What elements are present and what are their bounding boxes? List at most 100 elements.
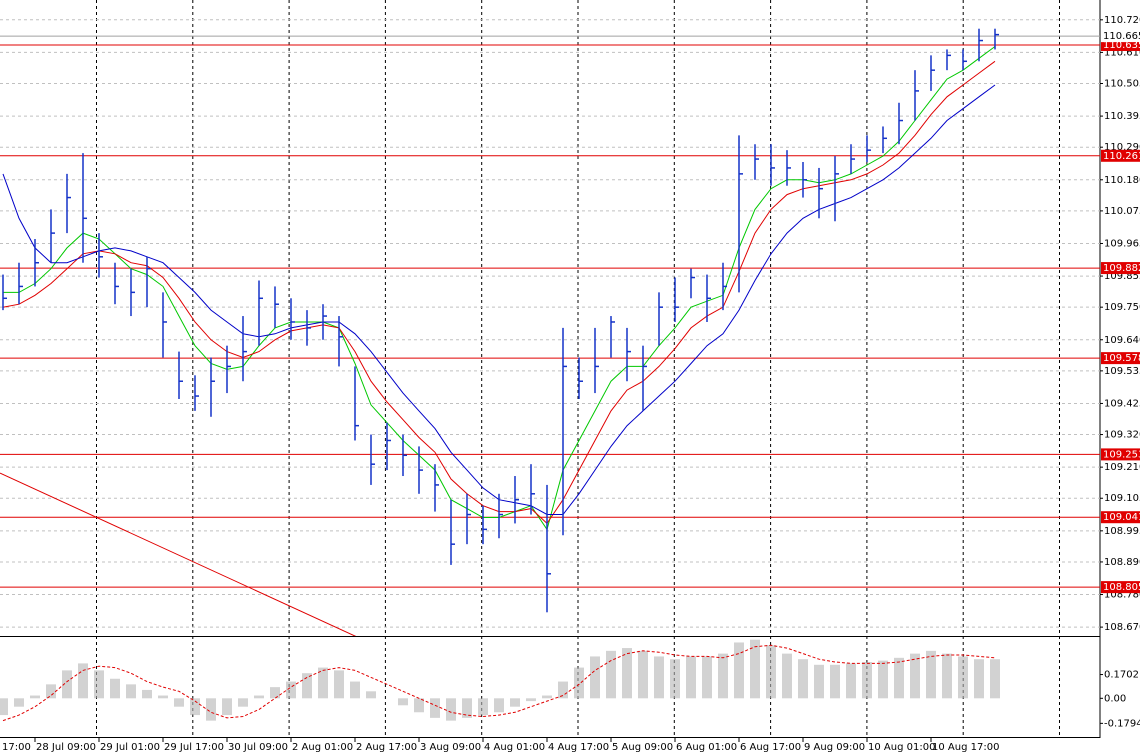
level-label: 110.261 (1103, 151, 1140, 162)
osc-y-tick-label: -0.1794 (1104, 718, 1140, 729)
histogram-bar (30, 695, 40, 699)
histogram-bar (894, 657, 904, 699)
histogram-bar (574, 667, 584, 699)
x-tick-label: 28 Jul 09:00 (36, 742, 96, 753)
histogram-bar (878, 660, 888, 699)
level-label: 109.041 (1103, 512, 1140, 523)
histogram-bar (750, 639, 760, 699)
histogram-bar (494, 698, 504, 713)
y-tick-label: 109.750 (1104, 302, 1140, 313)
x-tick-label: 6 Aug 01:00 (676, 742, 737, 753)
y-tick-label: 109.535 (1104, 366, 1140, 377)
y-tick-label: 110.505 (1104, 79, 1140, 90)
x-tick-label: 4 Aug 17:00 (548, 742, 609, 753)
y-tick-label: 110.075 (1104, 206, 1140, 217)
histogram-bar (590, 656, 600, 699)
osc-y-tick-label: 0.00 (1104, 693, 1126, 704)
histogram-bar (398, 698, 408, 706)
level-label-box (1101, 448, 1140, 461)
histogram-bar (94, 670, 104, 699)
histogram-bar (830, 664, 840, 699)
x-tick-label: 29 Jul 01:00 (100, 742, 160, 753)
histogram-bar (446, 698, 456, 721)
histogram-bar (126, 684, 136, 699)
histogram-bar (862, 662, 872, 699)
current-price-label: 110.665 (1103, 31, 1140, 42)
axes: 110.720 110.610 110.505 110.395 110.290 110.1… (2, 15, 1140, 753)
level-label-box (1101, 581, 1140, 594)
y-tick-label: 108.890 (1104, 557, 1140, 568)
y-tick-label: 110.290 (1104, 142, 1140, 153)
level-label: 109.253 (1103, 449, 1140, 460)
histogram-bar (846, 663, 856, 699)
y-tick-label: 109.425 (1104, 398, 1140, 409)
y-tick-label: 109.965 (1104, 238, 1140, 249)
level-label-box (1101, 352, 1140, 365)
histogram-bar (670, 659, 680, 699)
histogram-bar (206, 698, 216, 721)
signal-line (2, 644, 996, 722)
x-tick-label: 17:00 (2, 742, 31, 753)
level-label: 108.805 (1103, 582, 1140, 593)
y-tick-label: 109.210 (1104, 462, 1140, 473)
histogram-bar (366, 691, 376, 699)
histogram-bar (942, 653, 952, 699)
histogram-bar (910, 653, 920, 699)
histogram-bar (222, 698, 232, 716)
histogram-bar (926, 650, 936, 699)
histogram-bar (478, 698, 488, 716)
time-grid (96, 0, 1060, 738)
histogram-bar (350, 681, 360, 699)
level-label: 109.578 (1103, 353, 1140, 364)
y-tick-label: 109.105 (1104, 493, 1140, 504)
histogram-bar (62, 670, 72, 699)
y-tick-label: 108.670 (1104, 622, 1140, 633)
level-label: 109.882 (1103, 263, 1140, 274)
y-tick-label: 109.640 (1104, 335, 1140, 346)
level-label-box (1101, 511, 1140, 524)
histogram-bar (46, 684, 56, 699)
x-tick-label: 9 Aug 09:00 (804, 742, 865, 753)
level-label-box (1101, 149, 1140, 162)
histogram-bar (110, 678, 120, 699)
histogram-bar (0, 698, 9, 716)
x-tick-label: 2 Aug 01:00 (292, 742, 353, 753)
histogram-bar (302, 673, 312, 699)
y-tick-label: 109.855 (1104, 271, 1140, 282)
x-tick-label: 4 Aug 01:00 (484, 742, 545, 753)
x-tick-label: 3 Aug 09:00 (420, 742, 481, 753)
histogram-bar (622, 648, 632, 699)
trendline (0, 472, 357, 636)
level-label: 110.635 (1103, 40, 1140, 51)
histogram-bar (526, 698, 536, 702)
y-tick-label: 108.995 (1104, 526, 1140, 537)
x-tick-label: 2 Aug 17:00 (356, 742, 417, 753)
y-tick-label: 109.320 (1104, 430, 1140, 441)
price-panel (0, 19, 1100, 636)
histogram-bar (286, 681, 296, 699)
histogram-bar (814, 664, 824, 699)
y-tick-label: 110.610 (1104, 47, 1140, 58)
y-tick-label: 108.780 (1104, 590, 1140, 601)
osc-y-tick-label: 0.1702 (1104, 670, 1139, 681)
histogram-bar (462, 698, 472, 718)
histogram-bar (686, 656, 696, 699)
histogram-bar (254, 695, 264, 699)
current-price-box (1101, 30, 1140, 43)
histogram-bar (158, 695, 168, 699)
histogram-bar (174, 698, 184, 707)
histogram-bar (334, 670, 344, 699)
oscillator-panel (0, 639, 1000, 722)
x-tick-label: 6 Aug 17:00 (740, 742, 801, 753)
level-label-box (1101, 262, 1140, 275)
y-tick-label: 110.720 (1104, 15, 1140, 26)
histogram-bar (270, 687, 280, 699)
histogram-bar (318, 667, 328, 699)
x-tick-label: 5 Aug 09:00 (612, 742, 673, 753)
histogram-bar (78, 663, 88, 699)
histogram-bar (558, 681, 568, 699)
histogram-bar (14, 698, 24, 707)
histogram-bar (718, 653, 728, 699)
